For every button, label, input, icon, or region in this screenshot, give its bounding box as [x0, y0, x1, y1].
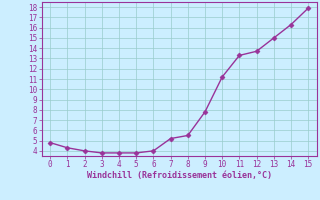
X-axis label: Windchill (Refroidissement éolien,°C): Windchill (Refroidissement éolien,°C)	[87, 171, 272, 180]
